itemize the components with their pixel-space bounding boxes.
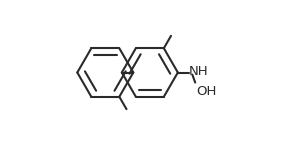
Text: OH: OH xyxy=(197,85,217,98)
Text: NH: NH xyxy=(189,65,209,78)
